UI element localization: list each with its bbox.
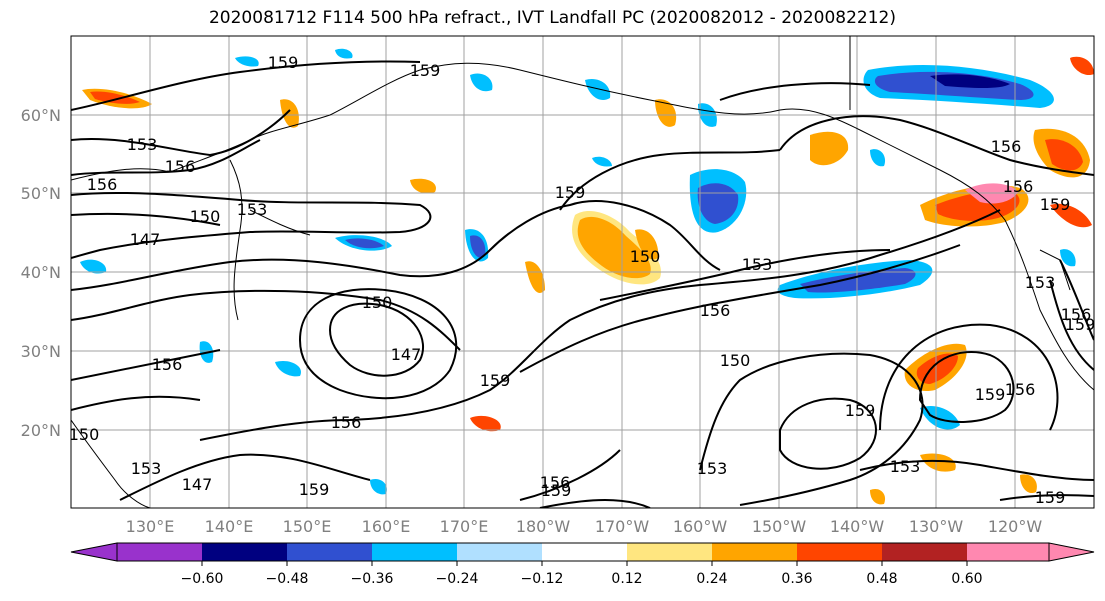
contour-label: 156 <box>331 413 362 432</box>
colorbar-segment <box>457 543 542 561</box>
contour-label: 156 <box>87 175 118 194</box>
colorbar-tick-label: 0.60 <box>951 571 982 587</box>
colorbar-tick-label: 0.24 <box>696 571 727 587</box>
negative-anomaly-shading <box>80 48 1076 495</box>
colorbar-tick-label: −0.24 <box>436 571 479 587</box>
contour-label: 156 <box>1003 177 1034 196</box>
colorbar-segment <box>967 543 1049 561</box>
contour-label: 159 <box>845 401 876 420</box>
contour-label: 150 <box>190 207 221 226</box>
contour-label: 156 <box>540 473 571 492</box>
contour-label: 150 <box>720 351 751 370</box>
colorbar-segment <box>1048 542 1095 562</box>
colorbar-tick-label: −0.12 <box>521 571 564 587</box>
contour-label: 150 <box>362 293 393 312</box>
longitude-label: 140°W <box>830 517 885 536</box>
longitude-label: 160°E <box>362 517 411 536</box>
contour-labels: 159 159 153 156 156 150 153 147 156 150 … <box>69 53 1096 507</box>
colorbar-tick-label: 0.12 <box>611 571 642 587</box>
colorbar-tick-label: −0.48 <box>266 571 309 587</box>
graticule <box>71 36 1094 508</box>
contour-label: 159 <box>541 481 572 500</box>
colorbar-segment <box>797 543 882 561</box>
longitude-label: 130°W <box>909 517 964 536</box>
longitude-label: 150°E <box>283 517 332 536</box>
colorbar-frame <box>116 542 1050 562</box>
ivt-shading <box>80 48 1094 505</box>
contour-label: 159 <box>555 183 586 202</box>
longitude-label: 170°W <box>595 517 650 536</box>
colorbar: −0.60 −0.48 −0.36 −0.24 −0.12 0.12 0.24 … <box>70 542 1095 587</box>
longitude-label: 170°E <box>440 517 489 536</box>
colorbar-segment <box>202 543 287 561</box>
contour-label: 153 <box>742 255 773 274</box>
longitude-labels: 130°E 140°E 150°E 160°E 170°E 180°W 170°… <box>126 517 1043 536</box>
latitude-label: 50°N <box>21 184 61 203</box>
contour-label: 153 <box>890 457 921 476</box>
contour-label: 159 <box>1040 195 1071 214</box>
colorbar-segment <box>882 543 967 561</box>
colorbar-segment <box>627 543 712 561</box>
latitude-label: 40°N <box>21 263 61 282</box>
longitude-label: 130°E <box>126 517 175 536</box>
contour-label: 147 <box>182 475 213 494</box>
colorbar-segment <box>287 543 372 561</box>
contour-label: 159 <box>1035 488 1066 507</box>
contour-label: 159 <box>975 385 1006 404</box>
longitude-label: 120°W <box>988 517 1043 536</box>
colorbar-tick-label: 0.36 <box>781 571 812 587</box>
contour-label: 159 <box>480 371 511 390</box>
latitude-label: 60°N <box>21 106 61 125</box>
map-title: 2020081712 F114 500 hPa refract., IVT La… <box>208 8 896 28</box>
colorbar-segment <box>712 543 797 561</box>
contour-label: 156 <box>152 355 183 374</box>
colorbar-segment <box>70 542 118 562</box>
contour-label: 150 <box>630 247 661 266</box>
contour-label: 159 <box>268 53 299 72</box>
contour-label: 156 <box>165 157 196 176</box>
colorbar-tick-label: −0.36 <box>351 571 394 587</box>
longitude-label: 160°W <box>673 517 728 536</box>
contour-label: 156 <box>1061 305 1092 324</box>
longitude-label: 180°W <box>516 517 571 536</box>
contour-label: 147 <box>391 345 422 364</box>
latitude-label: 30°N <box>21 342 61 361</box>
colorbar-segment <box>117 543 202 561</box>
plot-frame <box>70 35 1095 509</box>
refractivity-contours <box>71 60 1094 508</box>
map-plot-area: 159 159 153 156 156 150 153 147 156 150 … <box>69 36 1096 508</box>
contour-label: 150 <box>69 425 100 444</box>
colorbar-segment <box>372 543 457 561</box>
colorbar-tick-label: 0.48 <box>866 571 897 587</box>
colorbar-tick-label: −0.60 <box>181 571 224 587</box>
colorbar-segments <box>70 542 1095 562</box>
colorbar-tick-labels: −0.60 −0.48 −0.36 −0.24 −0.12 0.12 0.24 … <box>181 571 983 587</box>
contour-label: 153 <box>697 459 728 478</box>
contour-label: 159 <box>1065 315 1096 334</box>
latitude-labels: 60°N 50°N 40°N 30°N 20°N <box>21 106 61 440</box>
longitude-label: 150°W <box>752 517 807 536</box>
contour-label: 159 <box>299 480 330 499</box>
contour-label: 156 <box>700 301 731 320</box>
latitude-label: 20°N <box>21 421 61 440</box>
contour-label: 153 <box>237 200 268 219</box>
contour-label: 156 <box>991 137 1022 156</box>
colorbar-segment <box>542 543 627 561</box>
contour-label: 153 <box>131 459 162 478</box>
contour-label: 153 <box>127 135 158 154</box>
colorbar-ticks <box>201 561 968 566</box>
contour-label: 156 <box>1005 380 1036 399</box>
contour-label: 159 <box>410 61 441 80</box>
contour-label: 153 <box>1025 273 1056 292</box>
longitude-label: 140°E <box>205 517 254 536</box>
contour-label: 147 <box>130 230 161 249</box>
